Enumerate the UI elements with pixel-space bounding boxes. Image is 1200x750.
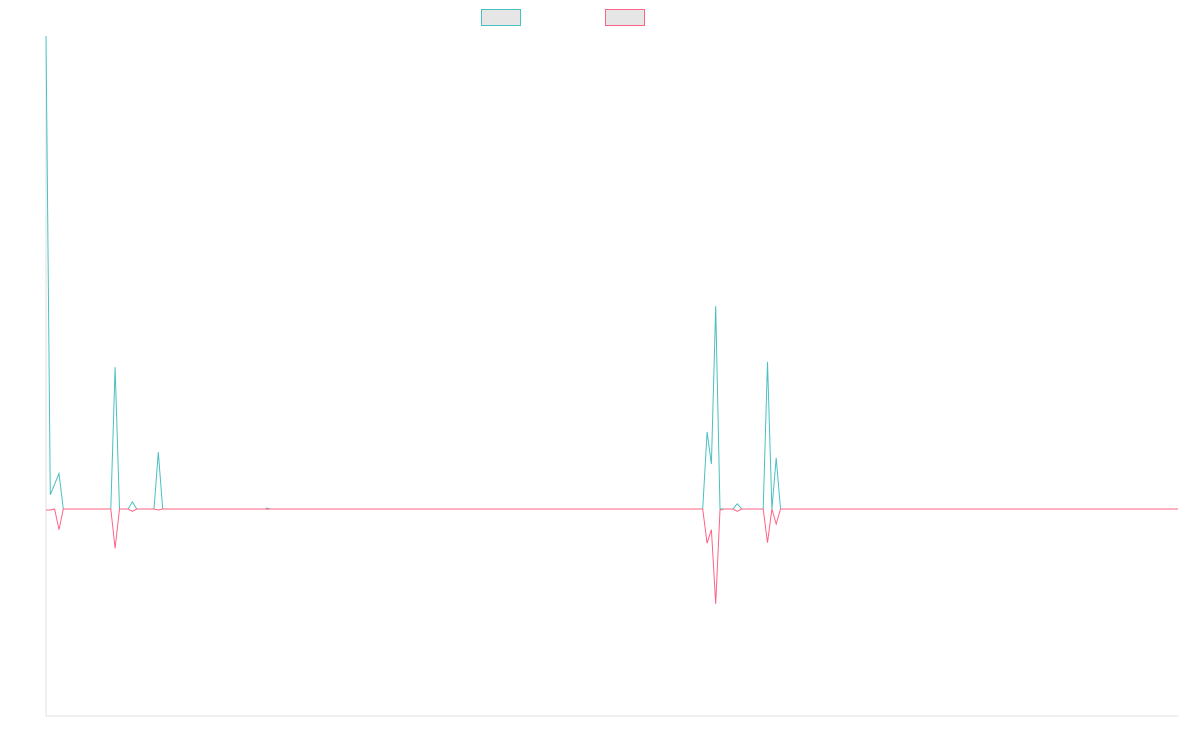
legend [481,9,645,26]
series-line-2 [46,508,1178,604]
series-line-1 [45,35,1178,510]
series-layer [45,35,1178,604]
legend-swatch-2[interactable] [605,9,645,26]
legend-swatch-1[interactable] [481,9,521,26]
axes [45,36,1178,717]
